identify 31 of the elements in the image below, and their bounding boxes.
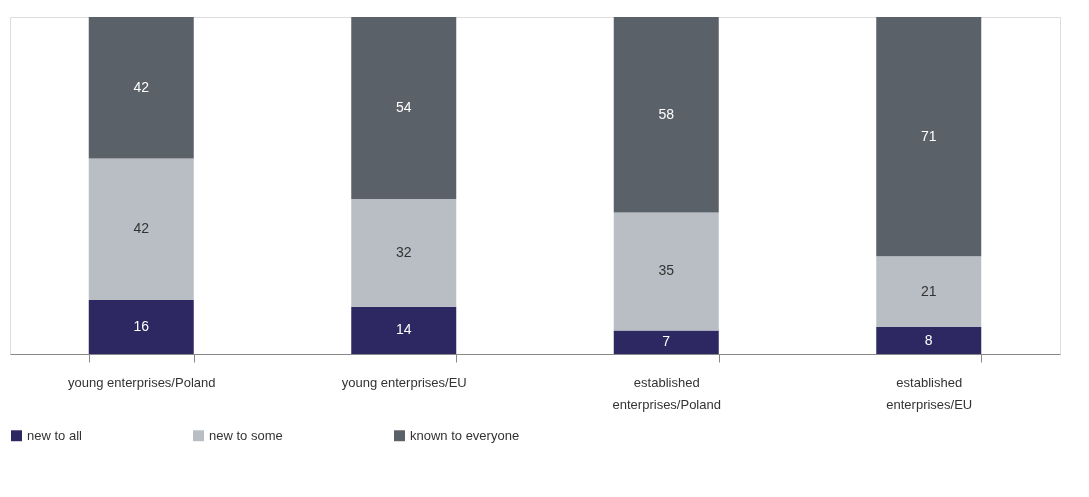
bar xyxy=(351,17,457,199)
data-label: 8 xyxy=(924,331,933,348)
bar xyxy=(876,327,982,354)
bar xyxy=(876,17,982,257)
data-label: 14 xyxy=(395,321,412,338)
legend-label: known to everyone xyxy=(410,427,520,443)
x-tick-label: young enterprises/EU xyxy=(341,374,467,390)
bar xyxy=(88,17,194,159)
bar xyxy=(876,256,982,328)
data-label: 54 xyxy=(395,98,412,115)
data-label: 42 xyxy=(133,220,150,237)
data-label: 21 xyxy=(920,282,937,299)
data-label: 71 xyxy=(920,127,937,144)
data-label: 35 xyxy=(658,262,675,279)
bar xyxy=(613,212,719,331)
data-label: 42 xyxy=(133,78,150,95)
bar xyxy=(351,198,457,307)
legend-label: new to some xyxy=(209,427,283,443)
data-label: 58 xyxy=(658,105,675,122)
bar xyxy=(88,158,194,301)
x-tick-label: young enterprises/Poland xyxy=(68,374,216,390)
data-label: 7 xyxy=(662,333,671,350)
x-tick-label: established enterprises/Poland xyxy=(612,374,721,412)
x-tick-label: established enterprises/EU xyxy=(886,374,973,412)
legend-label: new to all xyxy=(27,427,83,443)
bar xyxy=(613,330,719,354)
data-label: 16 xyxy=(133,318,150,335)
bar xyxy=(613,17,719,213)
bar xyxy=(351,306,457,354)
bar xyxy=(88,300,194,354)
data-label: 32 xyxy=(395,243,412,260)
